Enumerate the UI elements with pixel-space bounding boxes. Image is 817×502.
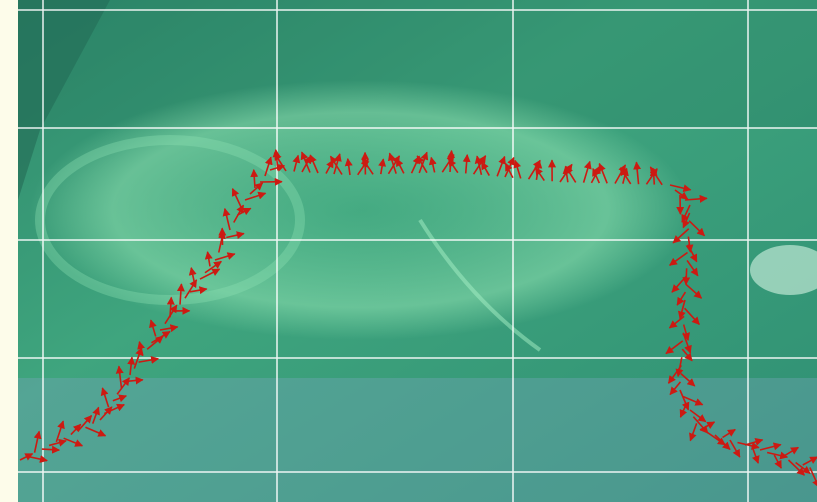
bottom-band bbox=[18, 378, 817, 502]
page: (() => { const svg = document.getElement… bbox=[0, 0, 817, 502]
vector-arrow bbox=[42, 449, 59, 450]
vector-field-image bbox=[0, 0, 817, 502]
